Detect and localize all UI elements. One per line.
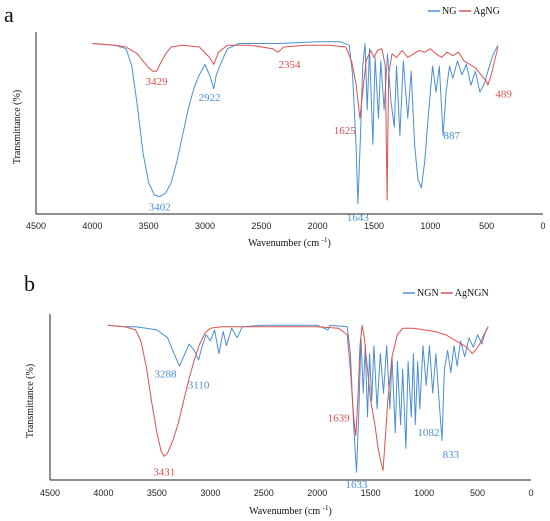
peak-label: 1082 [417,427,439,439]
legend-label-agngn: AgNGN [455,288,489,299]
x-tick-label: 3000 [200,488,220,498]
x-tick-label: 3000 [195,221,215,231]
peak-label: 1625 [334,125,357,137]
peak-label: 2354 [279,59,302,71]
x-tick-label: 1000 [414,488,434,498]
peak-label: 887 [443,130,460,142]
legend-label-agng: AgNG [473,6,500,17]
peak-label: 489 [495,88,512,100]
y-axis-title: Transmittance (%) [12,90,23,164]
x-tick-label: 0 [540,221,545,231]
series-line-agngn [107,324,489,471]
panel-label-b: b [24,271,35,296]
x-tick-label: 4500 [26,221,46,231]
peak-label: 3110 [188,379,210,391]
x-axis-title: Wavenumber (cm -1) [249,504,332,517]
peak-label: 833 [443,449,460,461]
x-tick-label: 2000 [307,488,327,498]
peak-label: 3431 [153,466,175,478]
peak-label: 3402 [149,202,171,214]
x-tick-label: 2500 [251,221,271,231]
chart-panel-b: b 4500 4000 3500 3000 2500 2000 1500 1000 500 0 Wav… [24,271,534,517]
x-tick-label: 4000 [82,221,102,231]
x-tick-label: 2500 [254,488,274,498]
x-tick-label: 0 [528,488,533,498]
peak-label: 1633 [345,479,368,491]
x-tick-label: 3500 [147,488,167,498]
series-line-agng [92,43,499,201]
legend-label-ng: NG [442,6,456,17]
x-tick-label: 4500 [40,488,60,498]
peak-label: 1639 [328,413,351,425]
x-tick-label: 2000 [308,221,328,231]
y-axis-title: Transmittance (%) [25,364,36,438]
peak-label: 1643 [347,212,370,224]
peak-label: 3288 [154,368,177,380]
x-tick-label: 1500 [364,221,384,231]
legend-label-ngn: NGN [417,288,439,299]
series-line-ng [92,41,499,205]
x-tick-label: 500 [470,488,485,498]
chart-panel-a: a 4500 4000 3500 3000 2500 2000 1500 1000 500 0 Wav… [4,2,546,249]
x-tick-label: 3500 [139,221,159,231]
panel-label-a: a [4,2,14,27]
x-tick-label: 1500 [361,488,381,498]
x-tick-label: 4000 [93,488,113,498]
x-tick-label: 500 [479,221,494,231]
peak-label: 3429 [146,76,169,88]
series-line-ngn [107,324,489,473]
x-tick-label: 1000 [420,221,440,231]
peak-label: 2922 [199,92,221,104]
x-axis-title: Wavenumber (cm -1) [248,236,331,249]
